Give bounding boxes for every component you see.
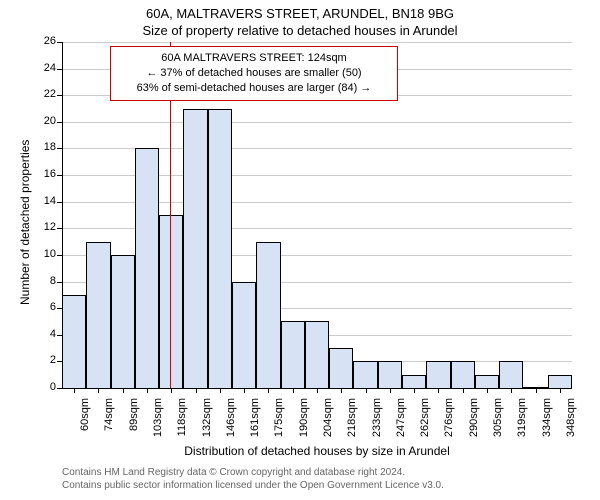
x-tick [98, 388, 99, 393]
bar [305, 321, 329, 388]
x-tick-label: 319sqm [516, 398, 528, 446]
x-tick [244, 388, 245, 393]
y-axis-label: Number of detached properties [18, 140, 32, 305]
grid-line [62, 122, 572, 123]
x-tick [366, 388, 367, 393]
bar [135, 148, 159, 388]
copyright-text: Contains HM Land Registry data © Crown c… [62, 466, 444, 492]
x-tick-label: 146sqm [225, 398, 237, 446]
grid-line [62, 42, 572, 43]
x-tick [536, 388, 537, 393]
x-tick-label: 118sqm [176, 398, 188, 446]
x-tick-label: 132sqm [201, 398, 213, 446]
y-tick-label: 16 [34, 168, 56, 180]
y-tick-label: 22 [34, 88, 56, 100]
bar [183, 109, 207, 388]
x-tick-label: 305sqm [492, 398, 504, 446]
y-tick-label: 20 [34, 115, 56, 127]
x-tick [317, 388, 318, 393]
bar [451, 361, 475, 388]
copyright-line2: Contains public sector information licen… [62, 479, 444, 492]
x-tick-label: 247sqm [395, 398, 407, 446]
y-tick-label: 24 [34, 62, 56, 74]
bar [475, 375, 499, 388]
x-tick [414, 388, 415, 393]
bar [426, 361, 450, 388]
bar [159, 215, 183, 388]
x-tick [268, 388, 269, 393]
x-tick-label: 233sqm [371, 398, 383, 446]
y-tick-label: 4 [34, 328, 56, 340]
x-tick [196, 388, 197, 393]
x-tick-label: 60sqm [79, 398, 91, 446]
x-tick-label: 74sqm [103, 398, 115, 446]
x-tick-label: 276sqm [443, 398, 455, 446]
bar [256, 242, 280, 388]
x-tick [463, 388, 464, 393]
x-tick [171, 388, 172, 393]
bar [86, 242, 110, 388]
y-tick-label: 14 [34, 195, 56, 207]
y-tick-label: 10 [34, 248, 56, 260]
bar [353, 361, 377, 388]
bar [402, 375, 426, 388]
annotation-line2: ← 37% of detached houses are smaller (50… [119, 66, 389, 81]
x-tick [74, 388, 75, 393]
chart-subtitle: Size of property relative to detached ho… [0, 23, 600, 38]
x-tick-label: 190sqm [298, 398, 310, 446]
bar [378, 361, 402, 388]
x-tick-label: 175sqm [273, 398, 285, 446]
y-tick-label: 0 [34, 381, 56, 393]
x-tick [438, 388, 439, 393]
annotation-box: 60A MALTRAVERS STREET: 124sqm ← 37% of d… [110, 46, 398, 101]
x-tick [123, 388, 124, 393]
bar [111, 255, 135, 388]
x-tick-label: 348sqm [565, 398, 577, 446]
x-axis-label: Distribution of detached houses by size … [62, 444, 572, 458]
annotation-line1: 60A MALTRAVERS STREET: 124sqm [119, 51, 389, 66]
x-tick [487, 388, 488, 393]
y-tick-label: 6 [34, 301, 56, 313]
y-tick-label: 8 [34, 275, 56, 287]
bar [548, 375, 572, 388]
copyright-line1: Contains HM Land Registry data © Crown c… [62, 466, 444, 479]
chart-title: 60A, MALTRAVERS STREET, ARUNDEL, BN18 9B… [0, 6, 600, 21]
bar [62, 295, 86, 388]
x-tick-label: 334sqm [541, 398, 553, 446]
chart-container: 60A, MALTRAVERS STREET, ARUNDEL, BN18 9B… [0, 0, 600, 500]
y-tick-label: 18 [34, 141, 56, 153]
y-tick-label: 2 [34, 354, 56, 366]
x-tick [560, 388, 561, 393]
x-tick [220, 388, 221, 393]
x-tick [293, 388, 294, 393]
bar [499, 361, 523, 388]
y-tick-label: 26 [34, 35, 56, 47]
x-tick [147, 388, 148, 393]
x-tick-label: 262sqm [419, 398, 431, 446]
x-tick [511, 388, 512, 393]
bar [208, 109, 232, 388]
annotation-line3: 63% of semi-detached houses are larger (… [119, 81, 389, 96]
bar [329, 348, 353, 388]
bar [281, 321, 305, 388]
x-tick-label: 204sqm [322, 398, 334, 446]
x-tick-label: 161sqm [249, 398, 261, 446]
x-tick [341, 388, 342, 393]
x-tick [390, 388, 391, 393]
x-tick-label: 103sqm [152, 398, 164, 446]
bar [232, 282, 256, 388]
x-tick-label: 218sqm [346, 398, 358, 446]
x-tick-label: 290sqm [468, 398, 480, 446]
y-tick-label: 12 [34, 221, 56, 233]
x-tick-label: 89sqm [128, 398, 140, 446]
